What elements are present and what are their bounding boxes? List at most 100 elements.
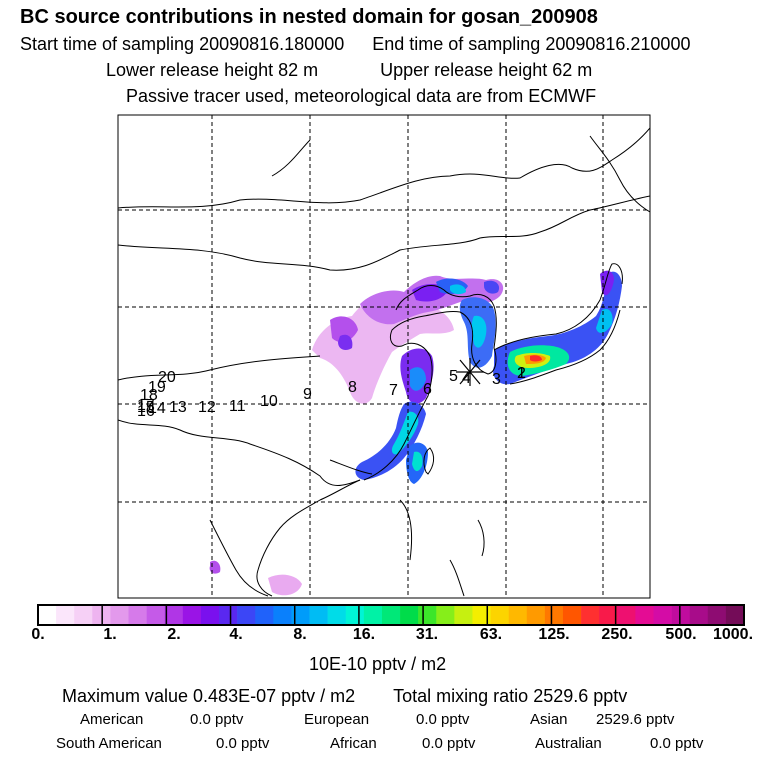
colorbar-swatch: [110, 605, 129, 625]
upper-release-height: Upper release height 62 m: [380, 60, 593, 80]
total-mixing-ratio: Total mixing ratio 2529.6 pptv: [393, 686, 628, 706]
end-time: End time of sampling 20090816.210000: [372, 34, 691, 54]
trajectory-label: 18: [140, 387, 158, 404]
trajectory-label: 4: [462, 370, 471, 387]
colorbar-swatch: [381, 605, 401, 625]
colorbar-swatch: [309, 605, 328, 625]
african-value: 0.0 pptv: [422, 735, 476, 752]
trajectory-label: 12: [198, 399, 216, 416]
trajectory-label: 5: [449, 368, 458, 385]
asian-label: Asian: [530, 711, 568, 728]
colorbar-swatch: [291, 605, 310, 625]
trajectory-label: 10: [260, 393, 278, 410]
coastlines: [118, 127, 650, 597]
colorbar-tick-label: 63.: [479, 626, 503, 643]
trajectory-label: 8: [348, 379, 357, 396]
colorbar-tick-label: 16.: [352, 626, 376, 643]
colorbar-swatch: [635, 605, 654, 625]
trajectory-label: 3: [492, 371, 501, 388]
african-label: African: [330, 735, 377, 752]
trajectory-label: 16: [137, 403, 155, 420]
colorbar-swatch: [418, 605, 437, 625]
trajectory-label: 1: [517, 365, 526, 382]
colorbar-swatch: [146, 605, 166, 625]
colorbar-swatch: [562, 605, 582, 625]
page-title: BC source contributions in nested domain…: [20, 6, 598, 28]
trajectory-label: 15: [137, 399, 155, 416]
colorbar-swatch: [200, 605, 220, 625]
colorbar-tick-label: 8.: [293, 626, 307, 643]
colorbar-swatch: [219, 605, 238, 625]
colorbar-swatch: [689, 605, 709, 625]
colorbar-tick-label: 125.: [538, 626, 570, 643]
trajectory-label: 7: [389, 382, 398, 399]
footprint-field: [209, 270, 622, 596]
trajectory-label: 19: [148, 379, 166, 396]
colorbar-swatch: [363, 605, 383, 625]
trajectory-label: 11: [229, 398, 246, 415]
south-american-label: South American: [56, 735, 162, 752]
colorbar-swatch: [671, 605, 690, 625]
european-label: European: [304, 711, 370, 728]
colorbar-swatch: [38, 605, 57, 625]
trajectory-label: 17: [137, 397, 155, 414]
colorbar-swatch: [725, 605, 745, 625]
colorbar-swatch: [56, 605, 75, 625]
colorbar-tick-label: 4.: [229, 626, 243, 643]
colorbar-swatch: [182, 605, 202, 625]
colorbar-tick-label: 0.: [31, 626, 45, 643]
colorbar-swatch: [617, 605, 636, 625]
colorbar-swatch: [273, 605, 292, 625]
colorbar-swatch: [508, 605, 528, 625]
trajectory-label: 9: [303, 386, 312, 403]
sampling-times: Start time of sampling 20090816.180000 En…: [20, 34, 690, 55]
maximum-value: Maximum value 0.483E-07 pptv / m2: [62, 686, 356, 706]
max-and-total: Maximum value 0.483E-07 pptv / m2 Total m…: [62, 686, 627, 707]
colorbar-tick-label: 500.: [665, 626, 697, 643]
tracer-note: Passive tracer used, meteorological data…: [126, 86, 597, 106]
colorbar-tick-label: 1.: [103, 626, 117, 643]
south-american-value: 0.0 pptv: [216, 735, 270, 752]
colorbar-swatch: [400, 605, 419, 625]
colorbar-swatch: [436, 605, 455, 625]
receptor-star-icon: [456, 358, 484, 386]
australian-value: 0.0 pptv: [650, 735, 704, 752]
colorbar-swatch: [472, 605, 491, 625]
american-label: American: [80, 711, 144, 728]
colorbar-swatch: [599, 605, 618, 625]
australian-label: Australian: [535, 735, 602, 752]
colorbar: [37, 604, 745, 626]
colorbar-swatch: [490, 605, 509, 625]
colorbar-swatch: [128, 605, 147, 625]
colorbar-swatch: [255, 605, 274, 625]
start-time: Start time of sampling 20090816.180000: [20, 34, 345, 54]
trajectory-label: 14: [148, 400, 166, 417]
colorbar-tick-label: 31.: [415, 626, 439, 643]
trajectory-label: 2: [517, 365, 526, 382]
colorbar-swatch: [454, 605, 473, 625]
trajectory-label: 6: [423, 381, 432, 398]
release-heights: Lower release height 82 m Upper release h…: [106, 60, 592, 81]
colorbar-tick-label: 2.: [167, 626, 181, 643]
grid-lines: [118, 115, 650, 598]
colorbar-swatch: [544, 605, 564, 625]
asian-value: 2529.6 pptv: [596, 711, 675, 728]
colorbar-swatch: [526, 605, 546, 625]
colorbar-swatch: [345, 605, 365, 625]
colorbar-swatch: [74, 605, 93, 625]
colorbar-tick-label: 1000.: [712, 626, 754, 643]
european-value: 0.0 pptv: [416, 711, 470, 728]
colorbar-swatch: [581, 605, 600, 625]
colorbar-swatch: [164, 605, 184, 625]
colorbar-frame: [37, 604, 745, 626]
colorbar-swatch: [707, 605, 727, 625]
trajectory-label: 20: [158, 369, 176, 386]
lower-release-height: Lower release height 82 m: [106, 60, 319, 80]
colorbar-swatch: [653, 605, 672, 625]
colorbar-swatch: [237, 605, 256, 625]
colorbar-unit: 10E-10 pptv / m2: [309, 654, 447, 674]
colorbar-tick-label: 250.: [601, 626, 633, 643]
colorbar-swatch: [327, 605, 347, 625]
trajectory-label: 13: [169, 399, 187, 416]
